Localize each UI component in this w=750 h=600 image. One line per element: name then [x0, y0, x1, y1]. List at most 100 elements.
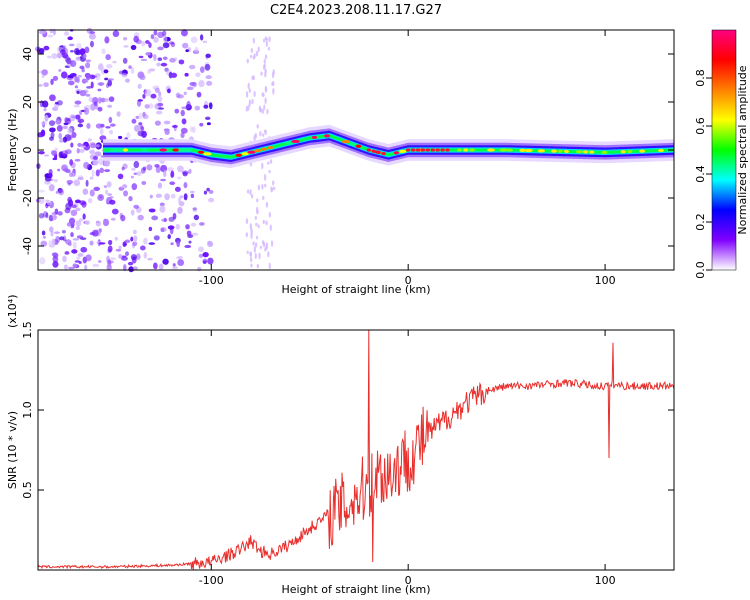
spectrogram-noise-blob [59, 236, 65, 241]
spectrogram-hotspot [557, 149, 563, 153]
spectrogram-noise-blob [88, 96, 93, 103]
spectrogram-noise-blob [154, 120, 161, 126]
spectrogram-noise-blob [132, 241, 138, 247]
spectrogram-hotspot [468, 148, 475, 152]
spectrogram-noise-blob [104, 189, 109, 195]
spectrogram-noise-blob [108, 96, 115, 102]
spectrogram-noise-blob [268, 262, 271, 270]
spectrogram-x-axis-label: Height of straight line (km) [281, 283, 430, 296]
spectrogram-noise-blob [255, 50, 259, 57]
spectrogram-hotspot [410, 148, 416, 152]
spectrogram-noise-blob [248, 88, 252, 93]
spectrogram-noise-blob [69, 159, 74, 166]
spectrogram-noise-blob [49, 127, 56, 133]
spectrogram-noise-blob [192, 206, 198, 213]
spectrogram-noise-blob [44, 154, 49, 157]
spectrogram-noise-blob [84, 46, 90, 54]
spectrogram-noise-blob [147, 257, 153, 261]
spectrogram-noise-blob [189, 82, 197, 86]
spectrogram-noise-blob [147, 69, 151, 74]
spectrogram-noise-blob [261, 133, 265, 137]
spectrogram-noise-blob [75, 207, 81, 212]
spectrogram-noise-blob [51, 150, 58, 156]
spectrogram-noise-blob [52, 75, 59, 81]
spectrogram-noise-blob [249, 251, 252, 256]
colorbar-tick-label: 0.0 [694, 261, 707, 279]
spectrogram-hotspot [498, 148, 508, 152]
spectrogram-noise-blob [94, 151, 102, 157]
spectrogram-noise-blob [70, 232, 74, 238]
spectrogram-hotspot [486, 148, 496, 152]
spectrogram-noise-blob [250, 47, 254, 54]
spectrogram-hotspot [311, 135, 318, 140]
spectrogram-hotspot [435, 148, 440, 152]
spectrogram-y-tick-label: 20 [21, 95, 34, 109]
spectrogram-noise-blob [85, 93, 91, 97]
spectrogram-noise-blob [180, 109, 185, 117]
spectrogram-noise-blob [75, 220, 82, 227]
spectrogram-noise-blob [108, 239, 113, 246]
spectrogram-noise-blob [262, 195, 265, 201]
spectrogram-noise-blob [263, 104, 266, 111]
spectrogram-noise-blob [79, 218, 84, 222]
spectrogram-noise-blob [105, 54, 111, 61]
spectrogram-noise-blob [167, 88, 171, 94]
spectrogram-noise-blob [83, 53, 87, 59]
snr-x-tick-label: 100 [595, 574, 616, 587]
spectrogram-noise-blob [130, 254, 137, 260]
spectrogram-noise-blob [76, 90, 80, 95]
spectrogram-noise-blob [106, 263, 112, 271]
spectrogram-hotspot [285, 141, 294, 145]
spectrogram-noise-blob [163, 170, 167, 178]
snr-y-tick-label: 1.0 [21, 401, 34, 419]
spectrogram-noise-blob [68, 199, 74, 207]
spectrogram-hotspot [456, 148, 463, 152]
spectrogram-noise-blob [153, 235, 160, 241]
spectrogram-noise-blob [77, 74, 82, 78]
spectrogram-noise-blob [48, 240, 52, 248]
spectrogram-noise-blob [170, 72, 178, 78]
spectrogram-noise-blob [197, 266, 202, 272]
spectrogram-noise-blob [261, 240, 265, 245]
spectrogram-noise-blob [180, 127, 188, 134]
spectrogram-noise-blob [186, 100, 191, 109]
spectrogram-noise-blob [104, 36, 110, 44]
spectrogram-noise-blob [68, 266, 75, 270]
spectrogram-noise-blob [99, 195, 103, 199]
spectrogram-noise-blob [208, 102, 213, 110]
spectrogram-noise-blob [157, 95, 163, 103]
spectrogram-noise-blob [67, 127, 73, 134]
spectrogram-noise-blob [93, 101, 98, 107]
spectrogram-noise-blob [148, 242, 156, 245]
spectrogram-noise-blob [85, 254, 92, 262]
spectrogram-noise-blob [89, 31, 96, 34]
spectrogram-y-tick-label: -40 [21, 237, 34, 255]
spectrogram-noise-blob [141, 41, 146, 47]
spectrogram-noise-blob [156, 110, 163, 115]
spectrogram-noise-blob [98, 242, 106, 245]
spectrogram-noise-blob [122, 57, 128, 64]
spectrogram-noise-blob [199, 34, 204, 41]
spectrogram-noise-blob [53, 231, 60, 235]
spectrogram-noise-blob [157, 57, 163, 61]
snr-x-ticks: -100 0 100 [199, 330, 616, 587]
spectrogram-panel: -100 0 100 -40 -20 0 20 40 Height of straight … [6, 27, 675, 296]
spectrogram-noise-blob [108, 116, 113, 124]
spectrogram-hotspot [184, 148, 193, 152]
spectrogram-noise-blob [172, 263, 176, 267]
spectrogram-noise-blob [128, 65, 132, 69]
spectrogram-noise-blob [170, 170, 175, 178]
spectrogram-noise-blob [64, 117, 69, 123]
spectrogram-hotspot [601, 150, 608, 154]
spectrogram-noise-blob [262, 243, 266, 248]
spectrogram-hotspot [366, 148, 371, 152]
spectrogram-noise-blob [79, 200, 87, 206]
spectrogram-noise-blob [144, 104, 150, 109]
spectrogram-noise-blob [208, 197, 215, 203]
spectrogram-noise-blob [95, 169, 100, 177]
spectrogram-noise-blob [48, 120, 56, 126]
spectrogram-noise-blob [256, 124, 259, 129]
spectrogram-noise-blob [148, 226, 153, 232]
spectrogram-noise-blob [156, 62, 161, 67]
spectrogram-hotspot [178, 148, 187, 152]
